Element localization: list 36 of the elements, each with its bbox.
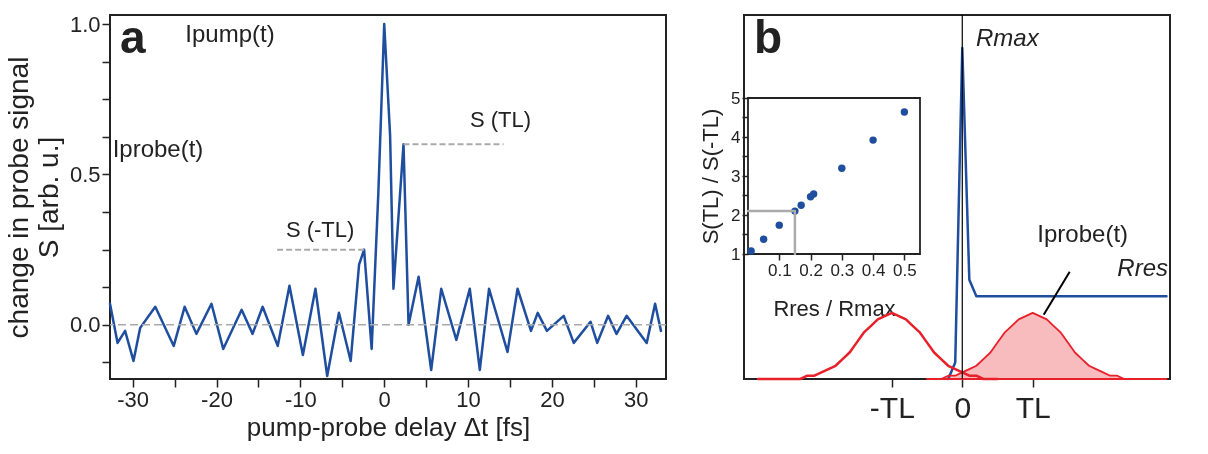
x-axis-title: Rres / Rmax bbox=[773, 295, 896, 321]
annotation: S (-TL) bbox=[285, 216, 355, 242]
y-tick-label: 0.5 bbox=[69, 161, 101, 187]
annotation: b bbox=[754, 11, 783, 63]
x-tick-label: 0.4 bbox=[861, 260, 886, 280]
y-tick-label: 0.0 bbox=[69, 312, 101, 338]
x-axis-title: pump-probe delay Δt [fs] bbox=[246, 411, 531, 442]
x-tick-label: 0.1 bbox=[767, 260, 792, 280]
annotation: Rres bbox=[1117, 254, 1168, 281]
x-tick-label: 10 bbox=[456, 386, 481, 412]
x-tick-label: -20 bbox=[201, 386, 233, 412]
y-tick-label: 3 bbox=[731, 166, 741, 186]
x-tick-label: 0.5 bbox=[893, 260, 917, 280]
x-tick-label: 20 bbox=[540, 386, 565, 412]
y-tick-label: 5 bbox=[731, 88, 741, 108]
x-tick-label: 0 bbox=[378, 386, 391, 412]
x-tick-label: -10 bbox=[284, 386, 317, 412]
x-tick-label: -30 bbox=[117, 386, 150, 412]
x-tick-label: TL bbox=[1015, 390, 1051, 424]
y-tick-label: 1.0 bbox=[69, 11, 101, 37]
y-tick-label: 4 bbox=[731, 127, 741, 147]
x-tick-label: 0 bbox=[954, 390, 972, 424]
annotation: Rmax bbox=[976, 24, 1040, 51]
annotation: Ipump(t) bbox=[185, 20, 275, 47]
y-axis-title: S(TL) / S(-TL) bbox=[697, 108, 723, 245]
x-tick-label: 0.3 bbox=[830, 260, 855, 280]
text: Iprobe(t) bbox=[1037, 219, 1129, 247]
annotation: a bbox=[120, 11, 146, 63]
annotation: Iprobe(t) bbox=[112, 135, 204, 162]
x-tick-label: 0.2 bbox=[799, 260, 823, 280]
x-tick-label: -TL bbox=[869, 390, 915, 424]
y-tick-label: 2 bbox=[731, 205, 741, 225]
x-tick-label: 30 bbox=[624, 386, 649, 412]
y-tick-label: 1 bbox=[731, 244, 741, 264]
annotation: S (TL) bbox=[469, 107, 532, 133]
y-axis-title: change in probe signal S [arb. u.] bbox=[2, 56, 64, 339]
